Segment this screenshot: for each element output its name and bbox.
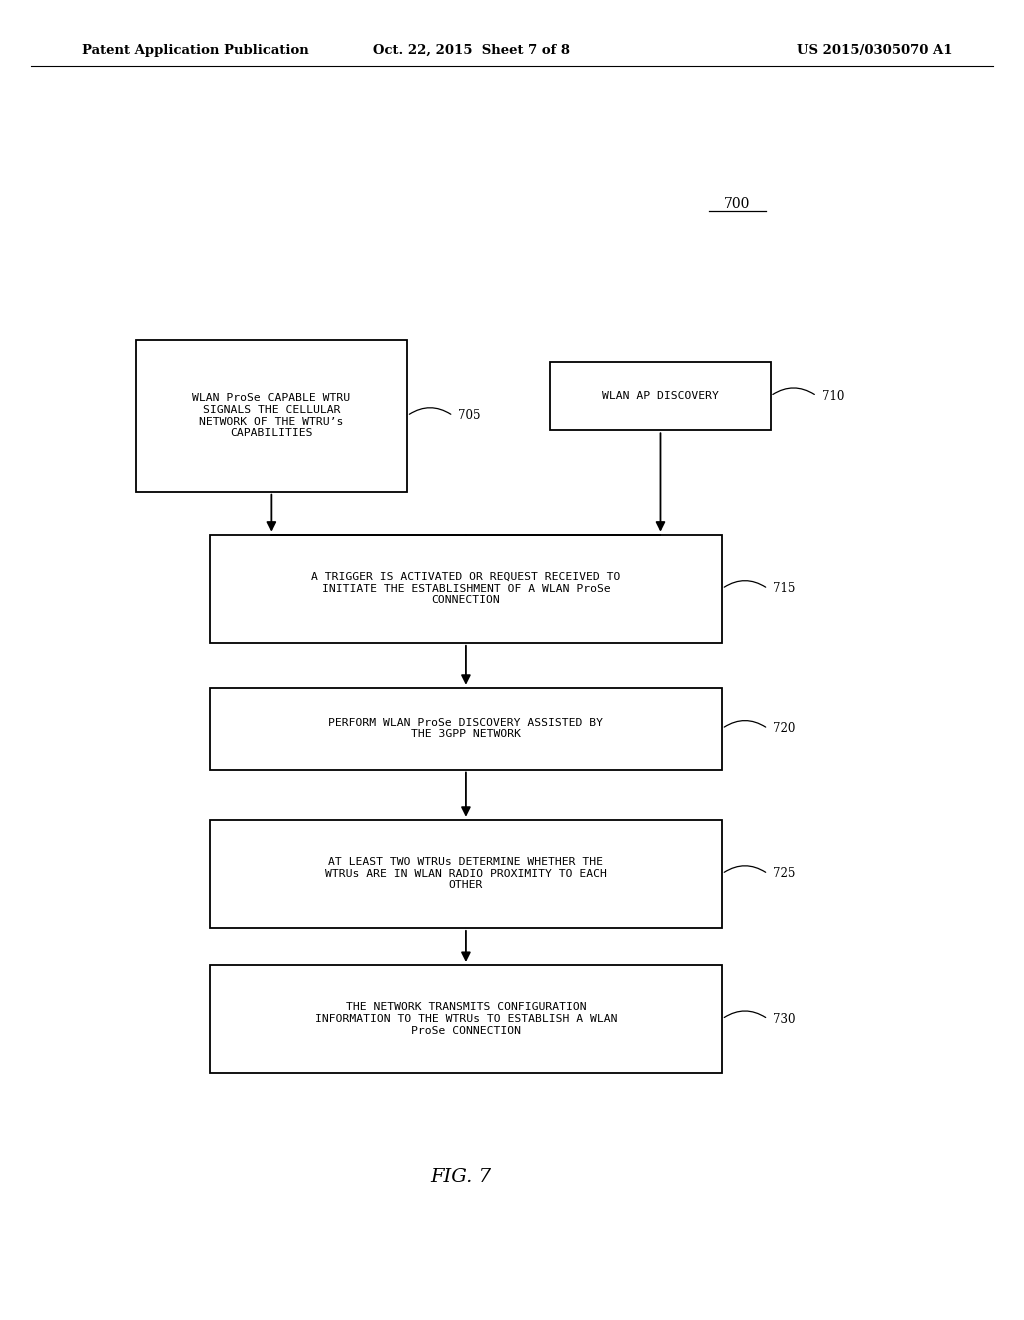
Text: FIG. 7: FIG. 7 xyxy=(430,1168,492,1187)
Text: WLAN AP DISCOVERY: WLAN AP DISCOVERY xyxy=(602,391,719,401)
Text: US 2015/0305070 A1: US 2015/0305070 A1 xyxy=(797,44,952,57)
Text: AT LEAST TWO WTRUs DETERMINE WHETHER THE
WTRUs ARE IN WLAN RADIO PROXIMITY TO EA: AT LEAST TWO WTRUs DETERMINE WHETHER THE… xyxy=(325,857,607,891)
Text: PERFORM WLAN ProSe DISCOVERY ASSISTED BY
THE 3GPP NETWORK: PERFORM WLAN ProSe DISCOVERY ASSISTED BY… xyxy=(329,718,603,739)
FancyBboxPatch shape xyxy=(210,820,722,928)
FancyBboxPatch shape xyxy=(210,535,722,643)
Text: 725: 725 xyxy=(773,867,796,880)
Text: A TRIGGER IS ACTIVATED OR REQUEST RECEIVED TO
INITIATE THE ESTABLISHMENT OF A WL: A TRIGGER IS ACTIVATED OR REQUEST RECEIV… xyxy=(311,572,621,606)
Text: 715: 715 xyxy=(773,582,796,595)
Text: 730: 730 xyxy=(773,1012,796,1026)
FancyBboxPatch shape xyxy=(551,362,770,430)
Text: 720: 720 xyxy=(773,722,796,735)
Text: 710: 710 xyxy=(822,389,844,403)
Text: WLAN ProSe CAPABLE WTRU
SIGNALS THE CELLULAR
NETWORK OF THE WTRU’s
CAPABILITIES: WLAN ProSe CAPABLE WTRU SIGNALS THE CELL… xyxy=(193,393,350,438)
Text: Patent Application Publication: Patent Application Publication xyxy=(82,44,308,57)
Text: 700: 700 xyxy=(724,197,751,211)
Text: 705: 705 xyxy=(459,409,480,422)
FancyBboxPatch shape xyxy=(135,339,408,491)
Text: Oct. 22, 2015  Sheet 7 of 8: Oct. 22, 2015 Sheet 7 of 8 xyxy=(373,44,569,57)
Text: THE NETWORK TRANSMITS CONFIGURATION
INFORMATION TO THE WTRUs TO ESTABLISH A WLAN: THE NETWORK TRANSMITS CONFIGURATION INFO… xyxy=(314,1002,617,1036)
FancyBboxPatch shape xyxy=(210,688,722,770)
FancyBboxPatch shape xyxy=(210,965,722,1073)
